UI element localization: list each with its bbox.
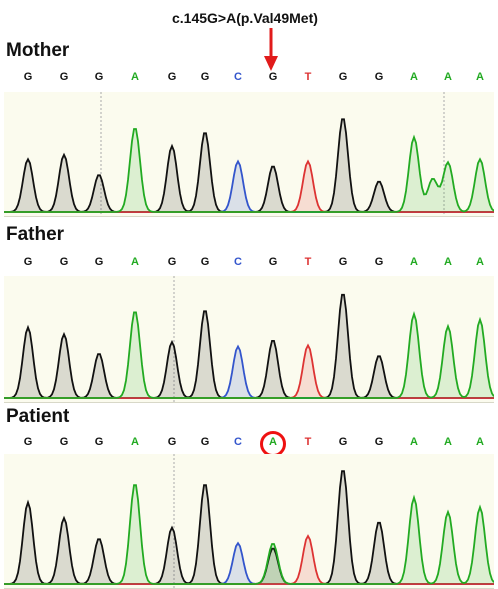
trace-line-A xyxy=(4,310,494,399)
trace-fill-A xyxy=(4,485,494,584)
base-call: A xyxy=(410,436,418,448)
base-call: A xyxy=(444,436,452,448)
base-call: G xyxy=(268,71,278,83)
base-call: G xyxy=(94,256,104,268)
base-call: G xyxy=(374,436,384,448)
base-call: G xyxy=(23,256,33,268)
base-call: A xyxy=(131,436,139,448)
base-call: G xyxy=(338,436,348,448)
base-call: G xyxy=(59,256,69,268)
track-label: Patient xyxy=(6,406,70,427)
base-call: G xyxy=(200,436,210,448)
base-call: G xyxy=(374,256,384,268)
base-call: G xyxy=(59,71,69,83)
base-call: A xyxy=(476,71,484,83)
base-call: A xyxy=(444,71,452,83)
trace-line-A xyxy=(4,484,494,585)
base-call: A xyxy=(131,256,139,268)
base-call: G xyxy=(167,256,177,268)
track-label: Father xyxy=(6,224,65,245)
chromatogram xyxy=(4,92,494,216)
mutation-label: c.145G>A(p.Val49Met) xyxy=(172,10,318,26)
base-call: G xyxy=(94,71,104,83)
base-call: G xyxy=(59,436,69,448)
base-call: G xyxy=(338,256,348,268)
base-call: A xyxy=(131,71,139,83)
track-label: Mother xyxy=(6,40,70,61)
base-call: A xyxy=(444,256,452,268)
base-call: A xyxy=(410,256,418,268)
base-call: G xyxy=(374,71,384,83)
trace-line-A xyxy=(4,128,494,213)
base-call: C xyxy=(234,71,242,83)
trace-fill-A xyxy=(4,129,494,212)
down-arrow-icon xyxy=(264,28,278,71)
chromatogram-panel xyxy=(4,92,494,217)
base-call: C xyxy=(234,256,242,268)
base-call: G xyxy=(167,436,177,448)
trace-fill-A xyxy=(4,312,494,398)
base-call: C xyxy=(234,436,242,448)
base-call: G xyxy=(200,71,210,83)
chromatogram-panel xyxy=(4,454,494,589)
base-call: G xyxy=(23,71,33,83)
chromatogram xyxy=(4,276,494,402)
base-call: G xyxy=(200,256,210,268)
base-call: T xyxy=(304,71,312,83)
base-call: G xyxy=(94,436,104,448)
base-call: G xyxy=(268,256,278,268)
base-call: T xyxy=(304,256,312,268)
base-call: T xyxy=(304,436,312,448)
base-call: A xyxy=(476,256,484,268)
chromatogram-panel xyxy=(4,276,494,403)
base-call: G xyxy=(167,71,177,83)
base-call: A xyxy=(410,71,418,83)
base-call: G xyxy=(23,436,33,448)
chromatogram xyxy=(4,454,494,588)
base-call: A xyxy=(476,436,484,448)
base-call: G xyxy=(338,71,348,83)
